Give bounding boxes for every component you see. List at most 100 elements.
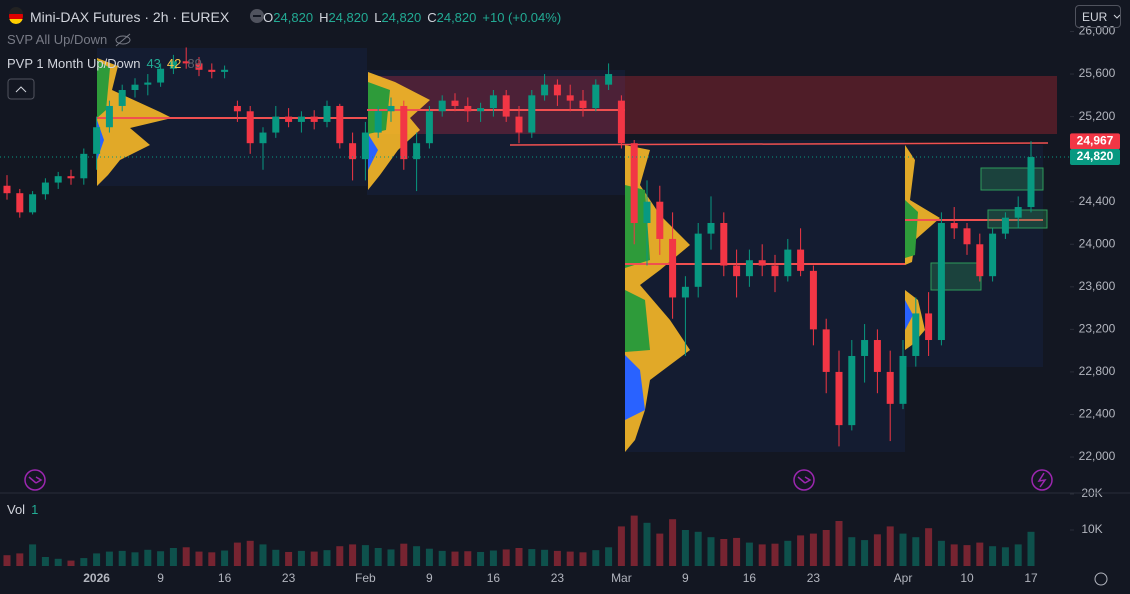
indicator-value: 43	[146, 56, 161, 71]
volume-bar	[425, 548, 433, 566]
candle-body	[553, 84, 561, 96]
candle-body	[861, 340, 869, 356]
volume-bar	[899, 533, 907, 566]
volume-bar	[976, 542, 984, 566]
volume-bar	[208, 552, 216, 566]
candle-body	[29, 194, 37, 213]
collapse-button[interactable]	[7, 78, 35, 100]
candle-body	[285, 116, 293, 122]
event-icons	[24, 469, 1053, 491]
volume-bar	[707, 537, 715, 566]
candle-body	[169, 61, 177, 69]
symbol-title[interactable]: Mini-DAX Futures · 2h · EUREX	[30, 9, 230, 25]
ohlc-key: C	[427, 9, 437, 25]
volume-bar	[221, 550, 229, 566]
volume-bar	[464, 551, 472, 566]
volume-bar	[720, 539, 728, 566]
candle-body	[681, 286, 689, 298]
eye	[115, 35, 131, 45]
chevron	[15, 86, 27, 93]
volume-bar	[80, 558, 88, 566]
volume-bar	[822, 530, 830, 566]
volume-label[interactable]: Vol	[7, 502, 26, 517]
candle-body	[246, 111, 254, 144]
settings-icon[interactable]	[1094, 572, 1108, 586]
candle-body	[41, 182, 49, 195]
event-icon[interactable]	[793, 469, 815, 491]
volume-bar	[29, 544, 37, 566]
volume-bar	[336, 546, 344, 566]
change: +10 (+0.04%)	[482, 9, 562, 25]
candle-body	[605, 74, 613, 85]
event-icon[interactable]	[24, 469, 46, 491]
currency-label: EUR	[1082, 9, 1108, 24]
candle-body	[937, 222, 945, 341]
volume-bar	[797, 535, 805, 566]
poc-line	[509, 142, 1049, 146]
y-tick-label: 24,000	[1079, 236, 1116, 250]
currency-select[interactable]: EUR	[1075, 5, 1121, 28]
candle-body	[1001, 217, 1009, 234]
candle-body	[886, 371, 894, 404]
hide-icon[interactable]	[115, 33, 131, 47]
volume-bar	[515, 548, 523, 566]
volume-bar	[451, 551, 459, 566]
candle-body	[349, 143, 357, 160]
event-glyph	[797, 476, 812, 484]
candle-body	[3, 185, 11, 194]
volume-bar	[656, 533, 664, 566]
volume-bar	[950, 544, 958, 566]
x-tick-label: 16	[743, 571, 757, 585]
indicator-label[interactable]: SVP All Up/Down	[7, 32, 108, 47]
volume-bar	[400, 543, 408, 566]
candle-body	[720, 222, 728, 266]
volume-bar	[182, 547, 190, 566]
candle-body	[93, 127, 101, 154]
volume-bar	[745, 542, 753, 566]
volume-bar	[310, 551, 318, 566]
x-tick-label: 23	[282, 571, 296, 585]
candle-body	[822, 329, 830, 372]
candle-body	[221, 69, 229, 72]
candle-body	[669, 238, 677, 298]
price-marker	[1070, 149, 1120, 166]
candle-body	[733, 265, 741, 277]
candle-body	[989, 233, 997, 277]
volume-bar	[246, 540, 254, 566]
volume-bar	[105, 551, 113, 566]
profiles	[97, 48, 1057, 452]
volume-bar	[387, 549, 395, 566]
volume-bar	[3, 555, 11, 566]
volume-bar	[93, 553, 101, 566]
profile-shape	[625, 355, 645, 420]
indicator-value: 42	[166, 56, 182, 71]
candle-body	[233, 105, 241, 112]
candle-body	[425, 111, 433, 144]
volume-bar	[771, 543, 779, 566]
x-tick-label: 2026	[83, 571, 110, 585]
candle-body	[643, 201, 651, 223]
x-tick-label: 23	[807, 571, 821, 585]
volume-bar	[1001, 547, 1009, 566]
ohlc-key: O	[263, 9, 274, 25]
candle-body	[873, 340, 881, 372]
volume-bar	[297, 550, 305, 566]
candle-body	[297, 116, 305, 122]
volume-bar	[835, 521, 843, 566]
candle-body	[784, 249, 792, 277]
y-tick-label: 24,400	[1079, 194, 1116, 208]
event-icon[interactable]	[1031, 469, 1053, 491]
volume-bar	[566, 551, 574, 566]
y-tick-label: 23,200	[1079, 322, 1116, 336]
volume-bar	[118, 550, 126, 566]
y-tick-label: 23,600	[1079, 279, 1116, 293]
candle-body	[131, 84, 139, 91]
candle-body	[374, 111, 382, 133]
indicator-label[interactable]: PVP 1 Month Up/Down	[7, 56, 141, 71]
candle-body	[387, 105, 395, 112]
volume-bar	[861, 540, 869, 566]
volume-bar	[809, 533, 817, 566]
volume-bar	[41, 557, 49, 566]
candle-body	[157, 68, 165, 83]
